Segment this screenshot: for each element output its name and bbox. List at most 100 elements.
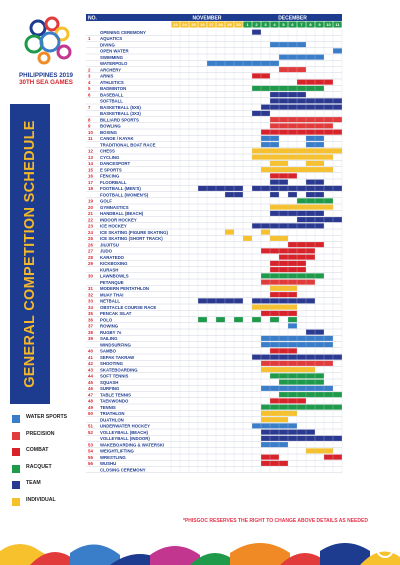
event-day-mark [297,248,306,254]
event-day-mark [270,335,279,341]
event-day-mark [270,60,279,66]
event-day-mark [216,317,225,323]
event-day-mark [261,342,270,348]
event-day-mark [324,342,333,348]
event-day-mark [279,173,288,179]
event-day-mark [270,304,279,310]
event-day-mark [270,423,279,429]
event-name: SOFT TENNIS [100,374,129,379]
event-name: SEPAK TAKRAW [100,355,135,360]
event-day-mark [252,317,261,323]
event-day-mark [315,223,324,229]
event-day-mark [297,198,306,204]
event-name: DIVING [100,42,115,47]
event-day-mark [333,354,342,360]
event-day-mark [306,204,315,210]
event-name: SHOOTING [100,361,124,366]
event-day-mark [279,223,288,229]
event-day-mark [297,154,306,160]
event-name: KURASH [100,267,118,272]
event-day-mark [279,367,288,373]
event-day-mark [324,129,333,135]
event-day-mark [333,217,342,223]
event-day-mark [324,154,333,160]
event-day-mark [315,135,324,141]
event-day-mark [270,248,279,254]
event-day-mark [306,342,315,348]
event-day-mark [261,298,270,304]
event-day-mark [288,123,297,129]
event-day-mark [297,185,306,191]
day-cell [270,21,279,28]
event-day-mark [261,223,270,229]
event-day-mark [297,404,306,410]
event-day-mark [306,135,315,141]
event-day-mark [261,154,270,160]
row-number: 1 [88,36,91,41]
event-day-mark [297,117,306,123]
day-cell [333,21,342,28]
event-day-mark [297,54,306,60]
event-day-mark [297,42,306,48]
event-day-mark [279,385,288,391]
event-day-mark [306,79,315,85]
row-number: 38 [88,330,93,335]
event-day-mark [261,248,270,254]
event-day-mark [279,273,288,279]
event-name: KICKBOXING [100,261,128,266]
event-name: BASKETBALL (5X5) [100,105,141,110]
event-day-mark [306,448,315,454]
row-number: 37 [88,324,93,329]
event-day-mark [261,142,270,148]
event-day-mark [270,142,279,148]
event-day-mark [225,229,234,235]
event-name: TRIATHLON [100,411,125,416]
event-day-mark [252,298,261,304]
event-day-mark [261,129,270,135]
row-number: 47 [88,392,93,397]
event-day-mark [270,454,279,460]
event-day-mark [252,185,261,191]
event-day-mark [288,204,297,210]
event-name: DANCESPORT [100,161,130,166]
day-label: 5 [282,22,285,27]
event-day-mark [279,348,288,354]
event-day-mark [324,385,333,391]
event-day-mark [270,342,279,348]
event-day-mark [261,367,270,373]
legend-label: COMBAT [26,447,49,453]
event-day-mark [270,398,279,404]
event-day-mark [225,298,234,304]
row-number: 17 [88,180,93,185]
row-number: 19 [88,199,93,204]
event-name: VOLLEYBALL (BEACH) [100,430,148,435]
event-day-mark [288,154,297,160]
event-day-mark [333,454,342,460]
event-day-mark [297,123,306,129]
event-day-mark [270,385,279,391]
event-day-mark [279,123,288,129]
event-day-mark [279,160,288,166]
event-name: TABLE TENNIS [100,392,131,397]
event-name: VOLLEYBALL (INDOOR) [100,436,150,441]
day-label: 2 [255,22,258,27]
event-day-mark [288,210,297,216]
event-day-mark [261,435,270,441]
row-number: 44 [88,374,93,379]
event-day-mark [225,192,234,198]
event-day-mark [261,423,270,429]
event-day-mark [270,104,279,110]
event-day-mark [306,154,315,160]
event-day-mark [288,285,297,291]
day-cell [243,21,252,28]
event-name: MODERN PENTATHLON [100,286,149,291]
row-number: 14 [88,161,93,166]
row-number: 53 [88,442,93,447]
event-day-mark [279,360,288,366]
event-name: BOWLING [100,124,121,129]
event-day-mark [225,60,234,66]
event-day-mark [306,279,315,285]
event-day-mark [261,167,270,173]
day-cell [216,21,225,28]
event-name: WAKEBOARDING & WATERSKI [100,442,164,447]
